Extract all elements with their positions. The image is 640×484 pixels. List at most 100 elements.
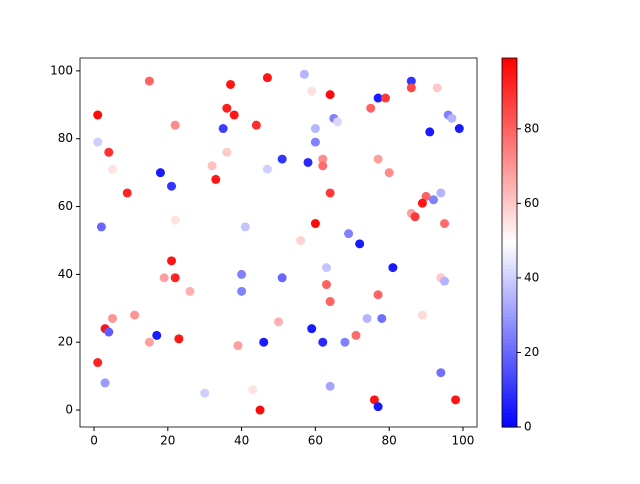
colorbar-segment: [502, 120, 517, 126]
scatter-point: [122, 188, 132, 198]
colorbar-segment: [502, 268, 517, 273]
y-tick-label: 20: [58, 335, 73, 349]
colorbar-segment: [502, 224, 517, 229]
x-tick-label: 80: [382, 434, 397, 448]
colorbar-segment: [502, 264, 517, 269]
colorbar-segment: [502, 345, 517, 351]
scatter-point: [321, 263, 331, 273]
scatter-point: [384, 168, 394, 178]
colorbar-segment: [502, 212, 517, 218]
scatter-point: [296, 235, 306, 245]
scatter-point: [454, 124, 464, 134]
y-tick-label: 100: [50, 63, 73, 77]
scatter-point: [307, 86, 317, 96]
scatter-point: [240, 222, 250, 232]
scatter-point: [310, 219, 320, 229]
colorbar-segment: [502, 393, 517, 399]
colorbar-segment: [502, 360, 517, 365]
colorbar-segment: [502, 227, 517, 233]
scatter-point: [222, 147, 232, 157]
scatter-point: [373, 290, 383, 300]
colorbar-segment: [502, 153, 517, 159]
scatter-point: [170, 215, 180, 225]
y-tick-label: 0: [65, 403, 73, 417]
scatter-point: [406, 76, 416, 86]
scatter-point: [211, 174, 221, 184]
scatter-point: [369, 395, 379, 405]
scatter-point: [167, 181, 177, 191]
colorbar-segment: [502, 301, 517, 306]
colorbar-segment: [502, 190, 517, 196]
scatter-point: [226, 79, 236, 89]
scatter-point: [130, 310, 140, 320]
colorbar-segment: [502, 58, 517, 63]
colorbar-segment: [502, 408, 517, 413]
colorbar-segment: [502, 124, 517, 129]
scatter-point: [262, 164, 272, 174]
colorbar-segment: [502, 334, 517, 340]
y-tick-label: 40: [58, 267, 73, 281]
colorbar-segment: [502, 76, 517, 81]
scatter-point: [218, 124, 228, 134]
colorbar-segment: [502, 390, 517, 395]
colorbar-segment: [502, 139, 517, 144]
scatter-point: [170, 120, 180, 130]
scatter-point: [366, 103, 376, 113]
scatter-point: [207, 161, 217, 171]
colorbar-segment: [502, 272, 517, 277]
scatter-point: [355, 239, 365, 249]
scatter-point: [299, 69, 309, 79]
scatter-point: [318, 337, 328, 347]
colorbar-segment: [502, 216, 517, 221]
scatter-point: [100, 378, 110, 388]
colorbar-segment: [502, 253, 517, 258]
scatter-point: [373, 402, 383, 412]
scatter-point: [277, 273, 287, 283]
scatter-point: [318, 154, 328, 164]
scatter-point: [388, 263, 398, 273]
colorbar-segment: [502, 157, 517, 162]
colorbar-segment: [502, 209, 517, 214]
x-tick-label: 100: [452, 434, 475, 448]
colorbar-segment: [502, 353, 517, 358]
colorbar-segment: [502, 249, 517, 255]
colorbar-segment: [502, 194, 517, 199]
colorbar-segment: [502, 260, 517, 266]
colorbar-segment: [502, 404, 517, 410]
colorbar-segment: [502, 379, 517, 384]
colorbar-segment: [502, 316, 517, 321]
colorbar-segment: [502, 117, 517, 122]
colorbar-segment: [502, 61, 517, 66]
scatter-point: [310, 137, 320, 147]
scatter-point: [93, 358, 103, 368]
colorbar-segment: [502, 98, 517, 103]
colorbar-segment: [502, 135, 517, 140]
scatter-point: [421, 191, 431, 201]
x-tick-label: 60: [308, 434, 323, 448]
colorbar-segment: [502, 142, 517, 148]
scatter-point: [200, 388, 210, 398]
colorbar-segment: [502, 397, 517, 402]
scatter-point: [185, 286, 195, 296]
x-tick-label: 40: [234, 434, 249, 448]
colorbar-segment: [502, 198, 517, 203]
colorbar-segment: [502, 91, 517, 96]
colorbar-segment: [502, 364, 517, 369]
scatter-point: [277, 154, 287, 164]
colorbar-segment: [502, 371, 517, 376]
scatter-point: [380, 93, 390, 103]
x-tick-label: 0: [90, 434, 98, 448]
scatter-point: [144, 76, 154, 86]
scatter-point: [325, 381, 335, 391]
scatter-point: [155, 168, 165, 178]
colorbar-segment: [502, 286, 517, 292]
scatter-point: [410, 212, 420, 222]
scatter-point: [303, 157, 313, 167]
scatter-point: [447, 113, 457, 123]
scatter-point: [417, 310, 427, 320]
scatter-point: [310, 124, 320, 134]
colorbar-segment: [502, 342, 517, 347]
colorbar-segment: [502, 69, 517, 74]
colorbar-segment: [502, 183, 517, 188]
scatter-point: [93, 137, 103, 147]
